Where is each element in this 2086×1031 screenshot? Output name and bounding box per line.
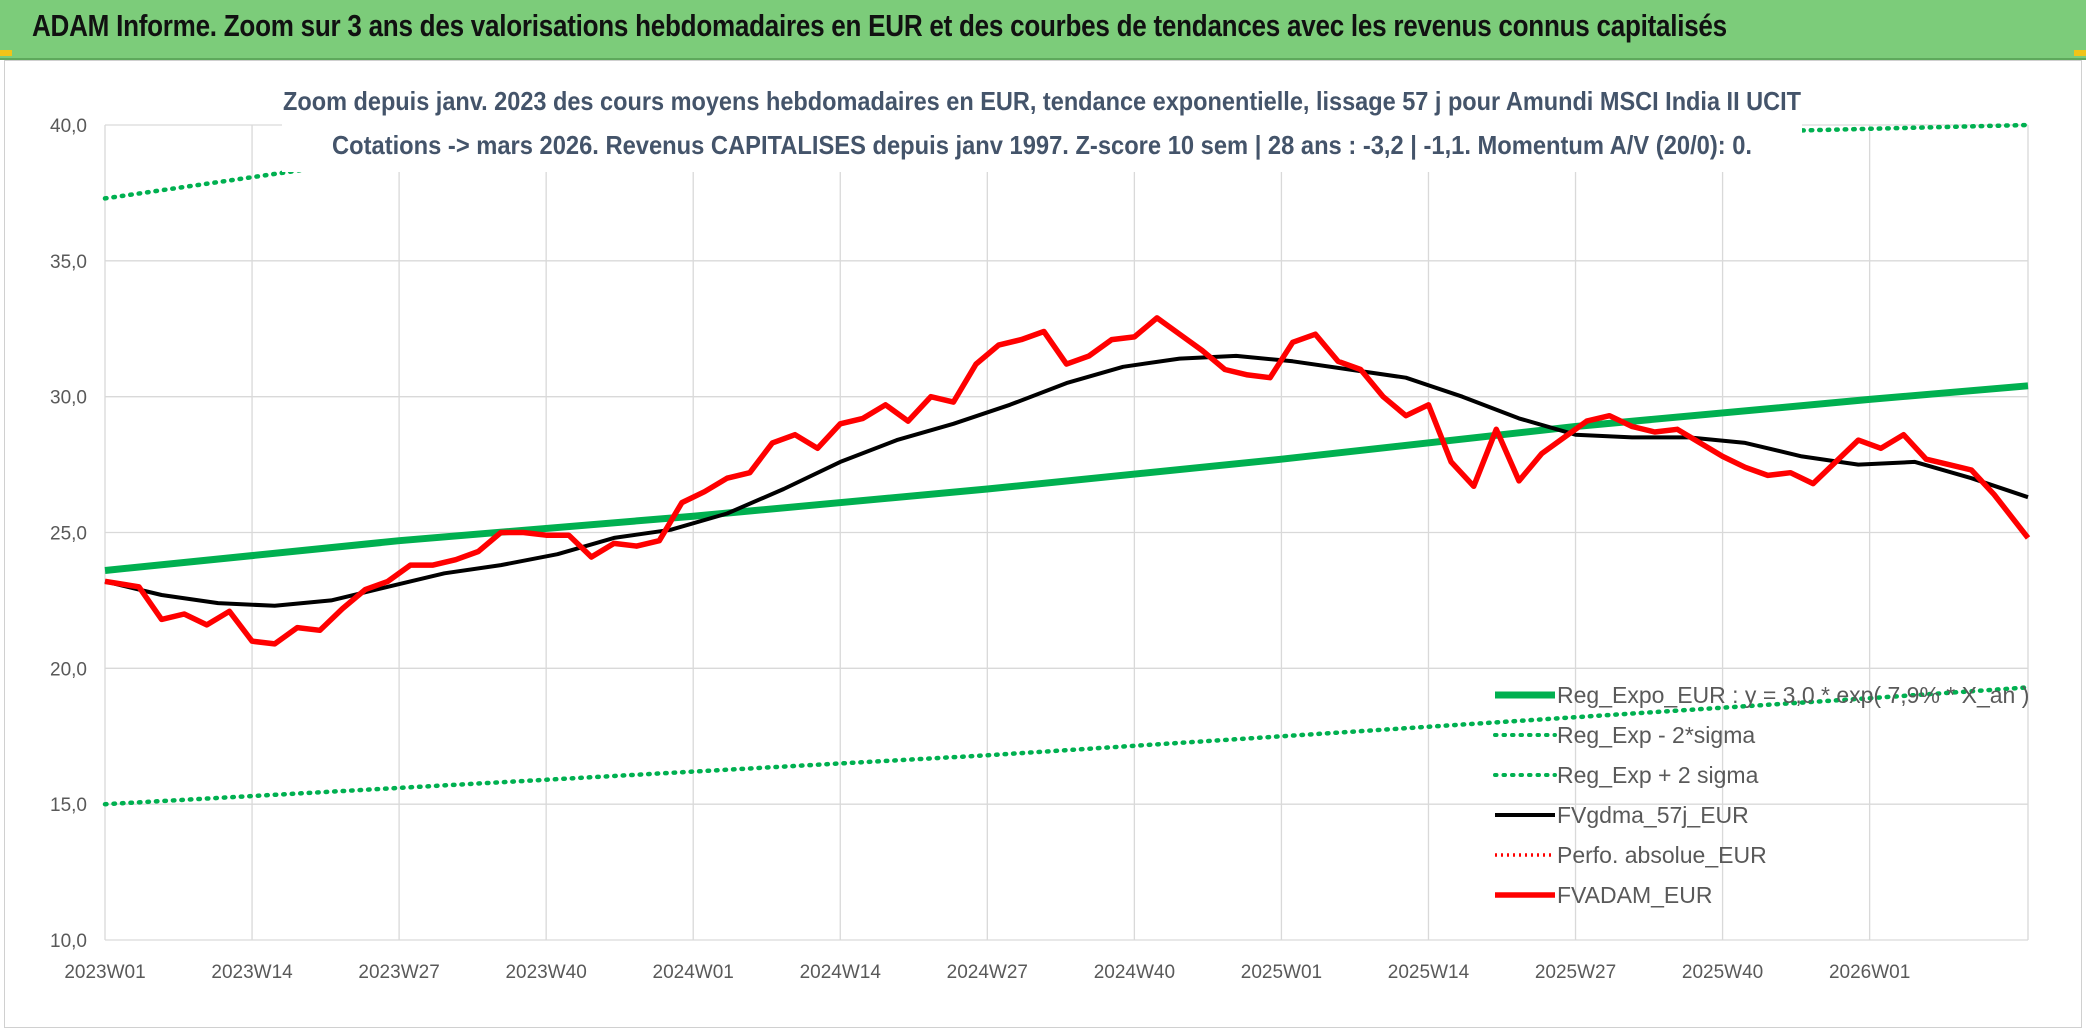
x-tick-label: 2026W01 — [1829, 962, 1910, 983]
legend-label-price: FVADAM_EUR — [1557, 882, 1713, 908]
corner-accent-left — [0, 50, 12, 56]
x-tick-label: 2024W14 — [800, 962, 882, 983]
x-tick-label: 2023W01 — [64, 962, 145, 983]
legend-label-lower: Reg_Exp - 2*sigma — [1557, 722, 1755, 748]
series-line-price — [104, 315, 2031, 647]
y-tick-label: 30,0 — [50, 388, 87, 409]
page-title: ADAM Informe. Zoom sur 3 ans des valoris… — [32, 8, 1727, 43]
chart-subtitle-line1: Zoom depuis janv. 2023 des cours moyens … — [283, 86, 1801, 116]
chart-subtitle-line2: Cotations -> mars 2026. Revenus CAPITALI… — [332, 130, 1752, 160]
legend-label-trend: Reg_Expo_EUR : y = 3,0 * exp( 7,9% * X_a… — [1557, 682, 2029, 708]
y-tick-label: 25,0 — [50, 524, 87, 545]
y-tick-label: 15,0 — [50, 795, 87, 816]
subtitle-backdrop — [282, 82, 1802, 172]
x-tick-label: 2024W01 — [653, 962, 734, 983]
x-tick-label: 2023W27 — [358, 962, 439, 983]
x-tick-label: 2023W40 — [505, 962, 586, 983]
chart-frame — [4, 60, 2082, 1028]
y-axis-ticks: 10,0 15,0 20,0 25,0 30,0 35,0 40,0 — [50, 116, 87, 952]
y-tick-label: 20,0 — [50, 659, 87, 680]
x-tick-label: 2025W27 — [1535, 962, 1616, 983]
grid — [104, 124, 2029, 941]
legend-label-perf: Perfo. absolue_EUR — [1557, 842, 1767, 868]
corner-accent-right — [2074, 50, 2086, 56]
y-tick-label: 10,0 — [50, 931, 87, 952]
y-tick-label: 40,0 — [50, 116, 87, 137]
series-line-trend — [104, 382, 2029, 574]
x-tick-label: 2025W14 — [1388, 962, 1470, 983]
legend: Reg_Expo_EUR : y = 3,0 * exp( 7,9% * X_a… — [1493, 682, 2029, 908]
title-banner: ADAM Informe. Zoom sur 3 ans des valoris… — [0, 0, 2086, 60]
series-line-smooth — [104, 353, 2029, 608]
legend-label-upper: Reg_Exp + 2 sigma — [1557, 762, 1759, 788]
series-line-lower — [102, 685, 2031, 807]
y-tick-label: 35,0 — [50, 252, 87, 273]
x-tick-label: 2024W40 — [1094, 962, 1175, 983]
x-tick-label: 2025W40 — [1682, 962, 1763, 983]
x-tick-label: 2024W27 — [947, 962, 1028, 983]
legend-label-smooth: FVgdma_57j_EUR — [1557, 802, 1749, 828]
x-axis-ticks: 2023W01 2023W14 2023W27 2023W40 2024W01 2024W… — [64, 962, 1910, 983]
x-tick-label: 2023W14 — [211, 962, 293, 983]
x-tick-label: 2025W01 — [1241, 962, 1322, 983]
